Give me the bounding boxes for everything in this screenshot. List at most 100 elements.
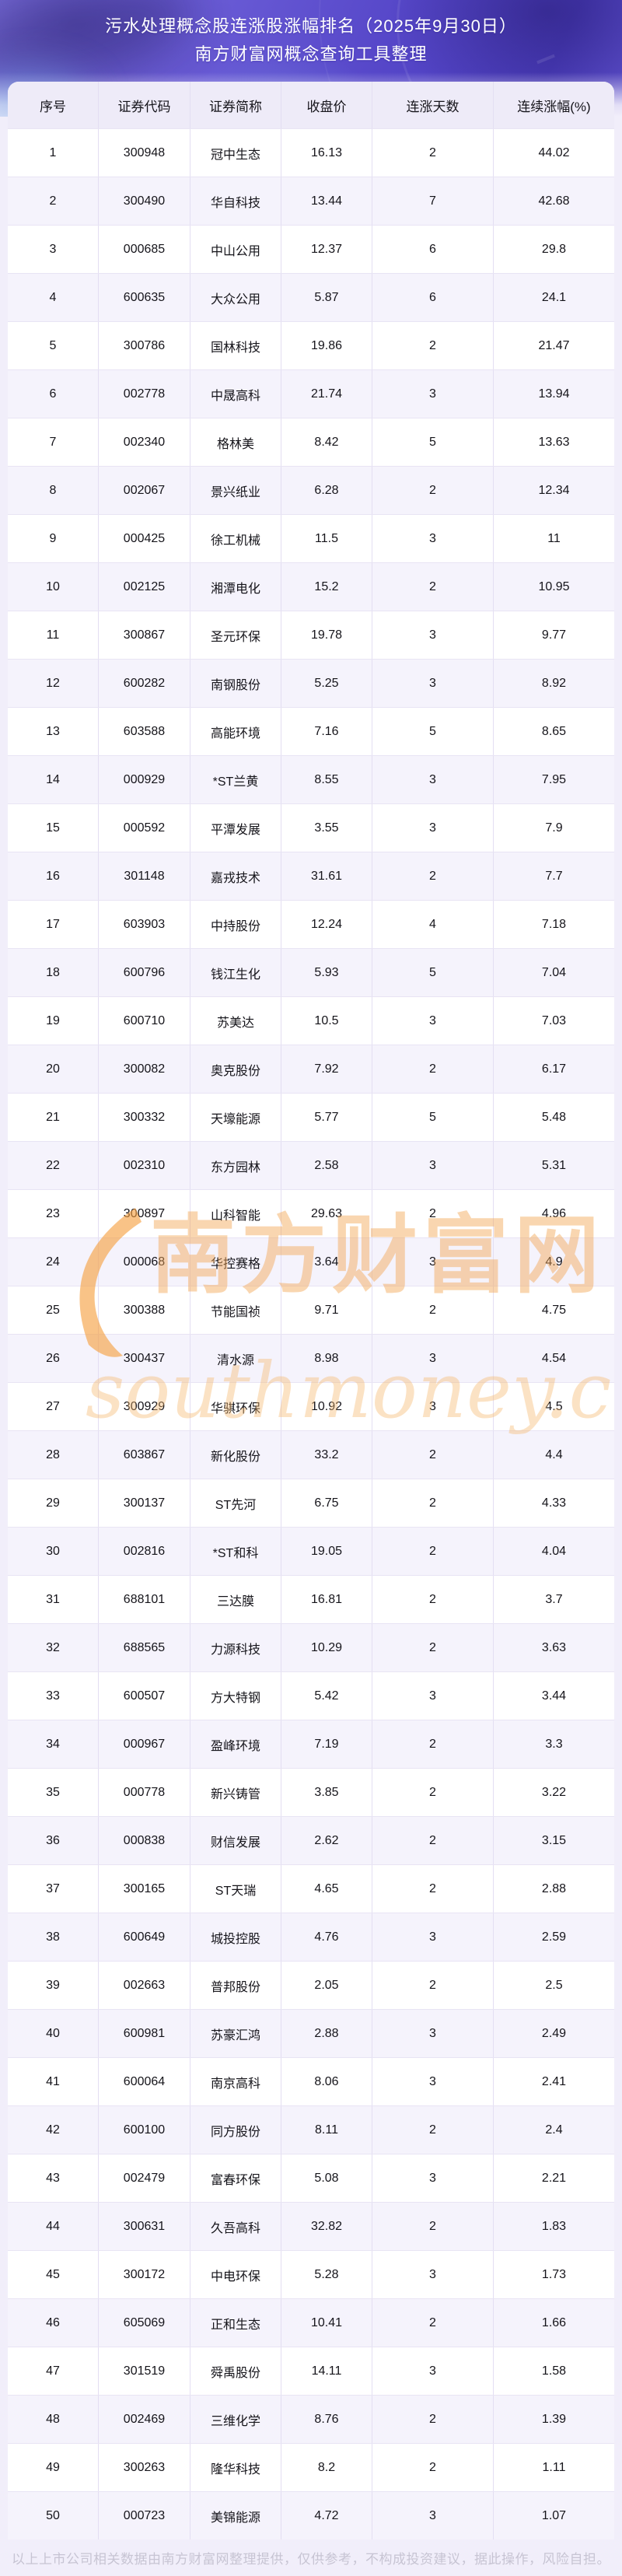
cell-up-days: 5 xyxy=(372,418,493,466)
cell-gain-percent: 4.75 xyxy=(493,1286,614,1334)
table-row: 4 600635 大众公用 5.87 6 24.1 xyxy=(8,273,614,321)
table-row: 29 300137 ST先河 6.75 2 4.33 xyxy=(8,1479,614,1527)
table-row: 30 002816 *ST和科 19.05 2 4.04 xyxy=(8,1527,614,1575)
cell-close-price: 5.77 xyxy=(281,1094,372,1141)
table-row: 11 300867 圣元环保 19.78 3 9.77 xyxy=(8,611,614,659)
cell-code: 002469 xyxy=(98,2396,190,2443)
cell-name: 天壕能源 xyxy=(190,1094,281,1141)
table-row: 50 000723 美锦能源 4.72 3 1.07 xyxy=(8,2491,614,2539)
cell-code: 603588 xyxy=(98,708,190,755)
cell-rank: 15 xyxy=(46,821,60,835)
cell-up-days: 2 xyxy=(372,1528,493,1575)
cell-close-price: 16.81 xyxy=(281,1576,372,1623)
cell-rank: 40 xyxy=(46,2026,60,2040)
cell-name: 大众公用 xyxy=(190,274,281,321)
table-row: 3 000685 中山公用 12.37 6 29.8 xyxy=(8,225,614,273)
cell-gain-percent: 2.21 xyxy=(493,2154,614,2202)
cell-gain-percent: 3.7 xyxy=(493,1576,614,1623)
banner-title-block: 污水处理概念股连涨股涨幅排名（2025年9月30日） 南方财富网概念查询工具整理 xyxy=(0,12,622,68)
cell-close-price: 2.88 xyxy=(281,2010,372,2057)
cell-gain-percent: 12.34 xyxy=(493,467,614,514)
cell-close-price: 4.65 xyxy=(281,1865,372,1913)
cell-up-days: 2 xyxy=(372,563,493,611)
cell-rank: 34 xyxy=(46,1737,60,1751)
cell-close-price: 5.28 xyxy=(281,2251,372,2298)
cell-rank: 28 xyxy=(46,1447,60,1461)
cell-rank: 25 xyxy=(46,1303,60,1317)
cell-gain-percent: 7.18 xyxy=(493,901,614,948)
cell-name: 南京高科 xyxy=(190,2058,281,2105)
cell-up-days: 2 xyxy=(372,1045,493,1093)
cell-name: 冠中生态 xyxy=(190,129,281,177)
cell-name: 方大特钢 xyxy=(190,1672,281,1720)
cell-name: 中持股份 xyxy=(190,901,281,948)
cell-name: 华骐环保 xyxy=(190,1383,281,1430)
cell-rank: 46 xyxy=(46,2315,60,2329)
cell-gain-percent: 3.15 xyxy=(493,1817,614,1864)
cell-code: 002663 xyxy=(98,1962,190,2009)
cell-rank: 23 xyxy=(46,1206,60,1220)
cell-code: 603867 xyxy=(98,1431,190,1479)
cell-up-days: 2 xyxy=(372,1286,493,1334)
cell-name: 钱江生化 xyxy=(190,949,281,996)
cell-gain-percent: 7.03 xyxy=(493,997,614,1045)
cell-code: 000967 xyxy=(98,1720,190,1768)
cell-name: 山科智能 xyxy=(190,1190,281,1237)
cell-rank: 11 xyxy=(46,628,60,642)
cell-close-price: 4.76 xyxy=(281,1913,372,1961)
cell-gain-percent: 29.8 xyxy=(493,226,614,273)
cell-name: 东方园林 xyxy=(190,1142,281,1189)
cell-code: 300165 xyxy=(98,1865,190,1913)
column-header-close-price: 收盘价 xyxy=(281,82,372,128)
table-row: 20 300082 奥克股份 7.92 2 6.17 xyxy=(8,1045,614,1093)
cell-close-price: 15.2 xyxy=(281,563,372,611)
cell-up-days: 3 xyxy=(372,515,493,562)
cell-name: 新化股份 xyxy=(190,1431,281,1479)
cell-up-days: 3 xyxy=(372,660,493,707)
cell-name: 苏豪汇鸿 xyxy=(190,2010,281,2057)
table-row: 23 300897 山科智能 29.63 2 4.96 xyxy=(8,1189,614,1237)
cell-code: 300082 xyxy=(98,1045,190,1093)
cell-rank: 42 xyxy=(46,2123,60,2137)
cell-gain-percent: 13.63 xyxy=(493,418,614,466)
cell-up-days: 2 xyxy=(372,1817,493,1864)
cell-close-price: 3.64 xyxy=(281,1238,372,1286)
cell-code: 300172 xyxy=(98,2251,190,2298)
table-row: 39 002663 普邦股份 2.05 2 2.5 xyxy=(8,1961,614,2009)
table-row: 7 002340 格林美 8.42 5 13.63 xyxy=(8,418,614,466)
table-row: 9 000425 徐工机械 11.5 3 11 xyxy=(8,514,614,562)
cell-gain-percent: 21.47 xyxy=(493,322,614,369)
cell-rank: 8 xyxy=(49,483,57,497)
cell-name: 南钢股份 xyxy=(190,660,281,707)
cell-code: 600282 xyxy=(98,660,190,707)
cell-rank: 14 xyxy=(46,772,60,786)
cell-gain-percent: 1.07 xyxy=(493,2492,614,2539)
table-row: 12 600282 南钢股份 5.25 3 8.92 xyxy=(8,659,614,707)
cell-code: 300867 xyxy=(98,611,190,659)
cell-name: 嘉戎技术 xyxy=(190,852,281,900)
cell-rank: 50 xyxy=(46,2508,60,2522)
cell-code: 002479 xyxy=(98,2154,190,2202)
table-row: 47 301519 舜禹股份 14.11 3 1.58 xyxy=(8,2347,614,2395)
cell-code: 002310 xyxy=(98,1142,190,1189)
cell-gain-percent: 1.83 xyxy=(493,2203,614,2250)
cell-gain-percent: 10.95 xyxy=(493,563,614,611)
table-row: 46 605069 正和生态 10.41 2 1.66 xyxy=(8,2298,614,2347)
cell-rank: 41 xyxy=(46,2074,60,2088)
table-row: 28 603867 新化股份 33.2 2 4.4 xyxy=(8,1430,614,1479)
table-row: 13 603588 高能环境 7.16 5 8.65 xyxy=(8,707,614,755)
table-row: 33 600507 方大特钢 5.42 3 3.44 xyxy=(8,1671,614,1720)
cell-code: 603903 xyxy=(98,901,190,948)
cell-close-price: 8.98 xyxy=(281,1335,372,1382)
cell-code: 301519 xyxy=(98,2347,190,2395)
table-row: 19 600710 苏美达 10.5 3 7.03 xyxy=(8,996,614,1045)
table-row: 41 600064 南京高科 8.06 3 2.41 xyxy=(8,2057,614,2105)
cell-gain-percent: 6.17 xyxy=(493,1045,614,1093)
table-row: 34 000967 盈峰环境 7.19 2 3.3 xyxy=(8,1720,614,1768)
cell-code: 605069 xyxy=(98,2299,190,2347)
cell-up-days: 3 xyxy=(372,1672,493,1720)
cell-rank: 45 xyxy=(46,2267,60,2281)
cell-code: 002340 xyxy=(98,418,190,466)
cell-name: 力源科技 xyxy=(190,1624,281,1671)
